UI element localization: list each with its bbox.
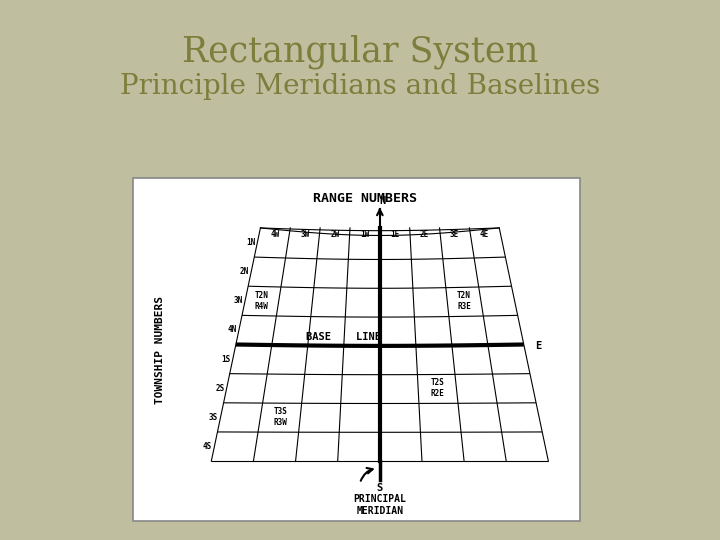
Text: 1E: 1E — [390, 230, 400, 239]
Text: RANGE NUMBERS: RANGE NUMBERS — [313, 192, 418, 205]
Text: PRINCIPAL: PRINCIPAL — [354, 494, 406, 504]
Text: TOWNSHIP NUMBERS: TOWNSHIP NUMBERS — [155, 295, 165, 403]
Text: MERIDIAN: MERIDIAN — [356, 505, 403, 516]
Text: 1N: 1N — [246, 238, 255, 247]
Text: Principle Meridians and Baselines: Principle Meridians and Baselines — [120, 73, 600, 100]
Text: E: E — [535, 341, 541, 351]
Text: Rectangular System: Rectangular System — [182, 34, 538, 69]
Text: 2E: 2E — [420, 230, 429, 239]
Text: 2W: 2W — [330, 230, 340, 239]
Text: 2S: 2S — [215, 384, 225, 393]
Text: T2N
R4W: T2N R4W — [255, 291, 269, 311]
Text: 4E: 4E — [480, 230, 489, 239]
Text: BASE    LINE: BASE LINE — [307, 332, 382, 342]
Text: T2N
R3E: T2N R3E — [457, 291, 471, 311]
Text: N: N — [379, 195, 385, 206]
Text: 4S: 4S — [203, 442, 212, 451]
Text: 3N: 3N — [233, 296, 243, 305]
FancyBboxPatch shape — [133, 178, 580, 521]
Text: 2N: 2N — [240, 267, 249, 276]
Text: 1W: 1W — [360, 230, 369, 239]
Text: 3W: 3W — [300, 230, 310, 239]
Text: 4W: 4W — [271, 230, 280, 239]
Text: 4N: 4N — [228, 326, 237, 334]
Text: 1S: 1S — [221, 355, 230, 363]
Text: S: S — [377, 483, 383, 492]
Text: T3S
R3W: T3S R3W — [274, 407, 287, 428]
Text: 3E: 3E — [450, 230, 459, 239]
Text: T2S
R2E: T2S R2E — [431, 378, 444, 399]
Text: 3S: 3S — [209, 413, 218, 422]
